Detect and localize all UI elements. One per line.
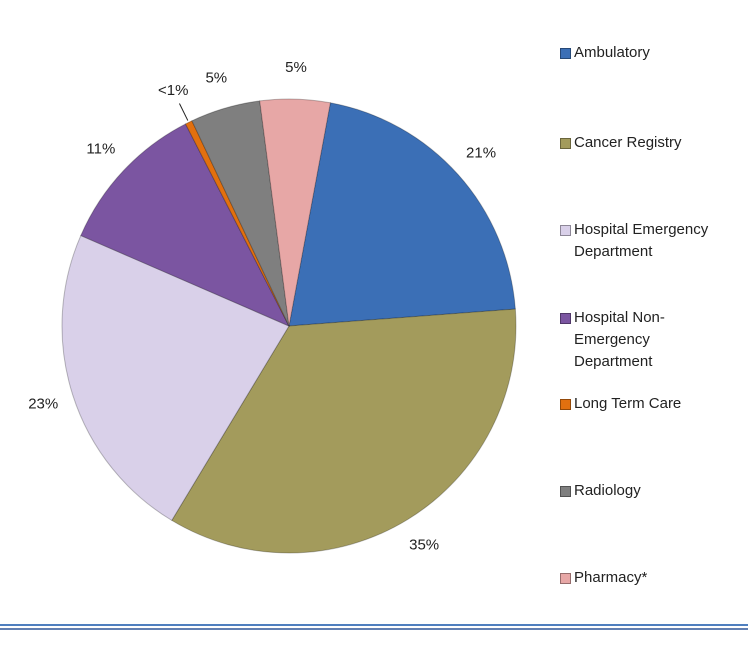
data-label: 35% [409,537,439,554]
legend-item: Cancer Registry [560,132,735,154]
legend-label: Ambulatory [574,44,650,61]
legend-item: Radiology [560,480,735,502]
legend-swatch [560,313,571,324]
data-label: <1% [158,82,188,99]
legend-label: Cancer Registry [574,134,682,151]
legend-item: Ambulatory [560,42,735,64]
legend-label: Pharmacy* [574,569,648,586]
pie-slice [259,98,331,327]
pie-slice [191,100,290,327]
leader-line [178,103,189,121]
data-label: 5% [285,59,307,76]
data-label: 23% [28,395,58,412]
pie-slice [61,234,290,522]
pie-slice [288,102,516,327]
legend-swatch [560,138,571,149]
data-label: 11% [86,140,115,157]
legend-item: Hospital Emergency Department [560,219,735,263]
legend-label: Hospital Emergency Department [574,221,709,260]
legend-swatch [560,399,571,410]
pie-slice [184,120,290,327]
legend-item: Long Term Care [560,393,735,415]
pie-slice [80,123,291,328]
pie-slice [171,308,517,554]
legend-item: Pharmacy* [560,567,735,589]
legend-label: Long Term Care [574,395,682,412]
legend-item: Hospital Non-Emergency Department [560,307,735,373]
data-label: 5% [205,69,227,86]
legend-swatch [560,486,571,497]
legend-label: Hospital Non-Emergency Department [574,309,665,370]
data-label: 21% [466,145,496,162]
legend-swatch [560,225,571,236]
legend-swatch [560,573,571,584]
legend-label: Radiology [574,482,641,499]
legend-swatch [560,48,571,59]
